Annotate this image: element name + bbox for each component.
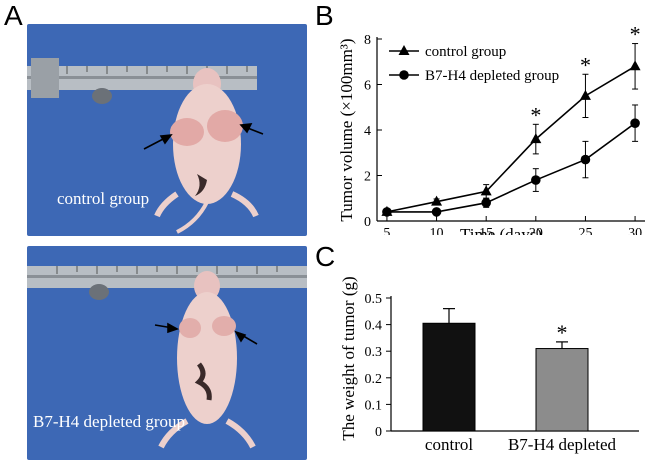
data-point-triangle <box>431 195 443 206</box>
mouse-photo-depleted <box>27 246 307 460</box>
tumor-left <box>170 118 204 146</box>
x-axis-label: Time (days) <box>460 225 542 235</box>
mouse-body <box>158 271 256 449</box>
x-tick-label: 25 <box>578 226 592 235</box>
x-tick-label: 10 <box>430 226 444 235</box>
mouse-body <box>154 68 259 234</box>
category-label: control <box>425 435 473 454</box>
x-tick-label: 30 <box>628 226 642 235</box>
significance-star: * <box>630 22 641 47</box>
data-point-triangle <box>629 60 641 71</box>
tumor-left <box>179 318 201 338</box>
y-tick-label: 0.2 <box>365 372 383 387</box>
data-point-circle <box>382 207 392 217</box>
caliper-knob <box>92 88 112 104</box>
bar-2 <box>535 348 589 432</box>
data-point-circle <box>630 118 640 128</box>
caliper-jaw <box>31 58 59 98</box>
data-point-circle <box>580 154 591 165</box>
photo-depleted-mouse <box>27 246 307 460</box>
y-tick-label: 0 <box>364 215 371 230</box>
y-tick-label: 0.3 <box>365 345 383 360</box>
significance-star: * <box>580 52 591 77</box>
photo-caption-depleted: B7-H4 depleted group <box>33 412 186 431</box>
significance-star: * <box>530 102 541 127</box>
data-point-triangle <box>480 185 492 196</box>
data-point-triangle <box>530 133 542 144</box>
y-axis-label: The weight of tumor (g) <box>339 276 358 440</box>
y-tick-label: 8 <box>364 33 371 48</box>
category-label: B7-H4 depleted <box>508 435 617 454</box>
legend-label: B7-H4 depleted group <box>425 68 559 84</box>
y-axis-label: Tumor volume (×100mm³) <box>337 38 356 221</box>
y-tick-label: 0.5 <box>365 292 383 307</box>
bar-1 <box>422 322 476 432</box>
data-point-circle <box>531 175 541 185</box>
caliper-knob <box>89 284 109 300</box>
tumor-right <box>212 316 236 336</box>
y-tick-label: 0.1 <box>365 398 383 413</box>
data-point-circle <box>481 198 491 208</box>
series-line-1 <box>386 65 636 213</box>
x-tick-label: 20 <box>529 226 543 235</box>
tumor-right <box>207 110 243 142</box>
y-tick-label: 0 <box>375 425 382 440</box>
panel-label-c: C <box>315 241 336 272</box>
series-line-2 <box>386 122 636 213</box>
legend-marker-triangle <box>398 45 410 55</box>
significance-star: * <box>557 320 568 345</box>
mouse-photo-control <box>27 24 307 236</box>
photo-control-mouse <box>27 24 307 236</box>
y-tick-label: 0.4 <box>365 319 383 334</box>
y-tick-label: 4 <box>364 124 371 139</box>
x-tick-label: 15 <box>479 226 493 235</box>
x-tick-label: 5 <box>383 226 390 235</box>
tumor-arrows <box>143 123 264 150</box>
legend-marker-circle <box>399 70 409 80</box>
data-point-triangle <box>579 89 591 100</box>
ruler-ticks <box>56 266 278 274</box>
data-point-circle <box>431 207 442 217</box>
tumor-volume-line-chart: 0 2 4 6 8 5 10 15 20 25 30 Time (days) Tumor volume … <box>337 22 645 235</box>
tumor-arrows <box>154 322 258 345</box>
y-tick-label: 6 <box>364 79 371 94</box>
panel-label-b: B <box>315 0 334 31</box>
tumor-weight-bar-chart: 0 0.1 0.2 0.3 0.4 0.5 The weight of tumor (g) c… <box>339 276 639 454</box>
y-tick-label: 2 <box>364 170 371 185</box>
panel-label-a: A <box>4 0 23 31</box>
photo-caption-control: control group <box>57 189 150 208</box>
legend-label: control group <box>425 44 506 60</box>
